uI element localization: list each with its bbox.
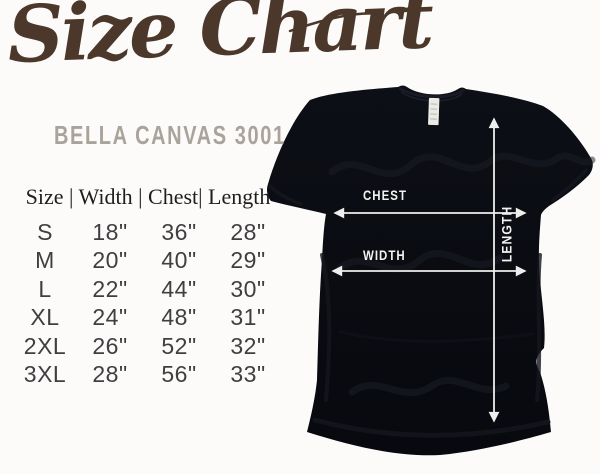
size-table: Size | Width | Chest| Length S 18" 36" 2… [14,184,282,389]
width-cell: 24" [92,304,128,331]
width-cell: 22" [92,275,128,302]
title-flourish [288,12,385,33]
size-cell: 2XL [23,332,67,359]
width-cell: 20" [92,247,128,274]
width-cell: 18" [92,218,128,245]
width-cell: 28" [92,361,128,388]
length-cell: 30" [230,275,266,302]
page-subtitle: BELLA CANVAS 3001 [54,121,286,151]
size-cell: S [37,218,53,245]
size-table-rows: S 18" 36" 28" M 20" 40" 29" L 22" 44" 30… [14,218,282,389]
table-row: XL 24" 48" 31" [14,304,282,333]
table-row: 2XL 26" 52" 32" [14,332,282,361]
length-measure-label: LENGTH [499,205,515,263]
chest-cell: 44" [161,275,197,302]
size-cell: M [35,247,55,274]
size-cell: 3XL [23,361,67,388]
chest-measure-label: CHEST [363,188,408,203]
table-row: M 20" 40" 29" [14,247,282,276]
size-table-header: Size | Width | Chest| Length [25,184,271,209]
width-measure-label: WIDTH [363,248,406,263]
width-cell: 26" [92,332,128,359]
length-cell: 29" [230,247,266,274]
chest-cell: 48" [161,304,197,331]
fabric-wrinkles [268,168,588,438]
neck-tag [428,97,440,126]
length-cell: 31" [230,304,266,331]
chest-cell: 40" [161,247,197,274]
length-cell: 28" [230,218,266,245]
length-cell: 32" [230,332,266,359]
watermark [328,152,596,397]
table-row: S 18" 36" 28" [14,218,282,247]
length-cell: 33" [230,361,266,388]
size-cell: L [38,275,52,302]
chest-cell: 52" [161,332,197,359]
table-row: L 22" 44" 30" [14,275,282,304]
size-cell: XL [30,304,60,331]
chest-cell: 36" [161,218,197,245]
chest-cell: 56" [161,361,197,388]
table-row: 3XL 28" 56" 33" [14,361,282,390]
